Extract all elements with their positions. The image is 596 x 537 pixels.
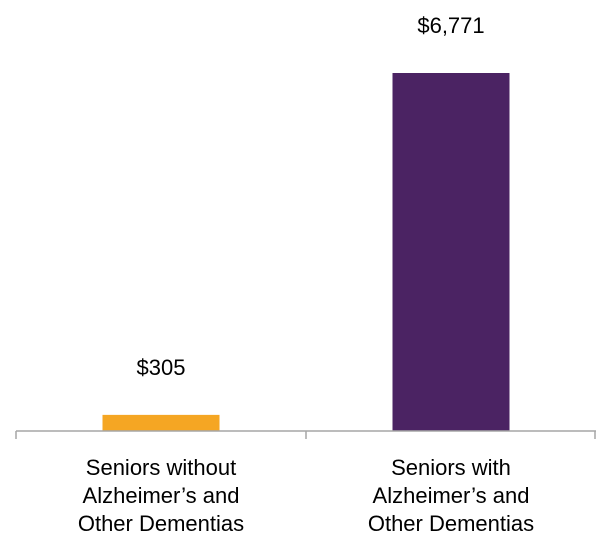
category-label-line: Alzheimer’s and — [373, 483, 530, 508]
category-label-line: Other Dementias — [78, 511, 244, 536]
data-labels-layer: $305 $6,771 — [137, 13, 485, 380]
bar-2 — [392, 73, 510, 431]
bar-1 — [102, 414, 220, 431]
category-label-2: Seniors with Alzheimer’s and Other Dementi… — [368, 455, 534, 536]
category-label-line: Other Dementias — [368, 511, 534, 536]
x-axis — [15, 430, 596, 439]
category-label-1: Seniors without Alzheimer’s and Other Deme… — [78, 455, 244, 536]
data-label-2: $6,771 — [417, 13, 484, 38]
bars-layer — [102, 73, 510, 431]
data-label-1: $305 — [137, 355, 186, 380]
category-label-line: Alzheimer’s and — [83, 483, 240, 508]
category-label-line: Seniors without — [86, 455, 236, 480]
category-label-line: Seniors with — [391, 455, 511, 480]
category-labels-layer: Seniors without Alzheimer’s and Other Deme… — [78, 455, 534, 536]
